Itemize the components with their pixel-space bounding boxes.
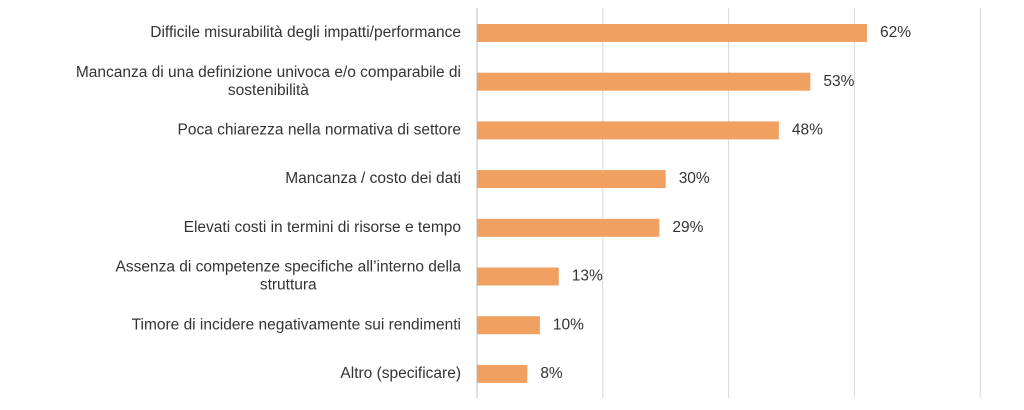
category-label: Timore di incidere negativamente sui ren… bbox=[132, 316, 461, 333]
bar bbox=[477, 72, 811, 91]
bar bbox=[477, 121, 779, 140]
category-label: Mancanza / costo dei dati bbox=[285, 170, 461, 187]
bar bbox=[477, 316, 540, 335]
data-label: 48% bbox=[792, 121, 823, 138]
value-labels: 62% 53% 48% 30% 29% 13% 10% 8% bbox=[540, 24, 911, 382]
gridlines bbox=[476, 8, 981, 398]
bar bbox=[477, 364, 528, 383]
data-label: 62% bbox=[880, 24, 911, 41]
category-labels: Difficile misurabilità degli impatti/per… bbox=[76, 24, 462, 382]
data-label: 10% bbox=[553, 316, 584, 333]
data-label: 8% bbox=[540, 365, 563, 382]
category-label: Difficile misurabilità degli impatti/per… bbox=[150, 24, 461, 41]
category-label: Assenza di competenze specifiche all’int… bbox=[115, 259, 461, 294]
bar bbox=[477, 218, 660, 237]
data-label: 53% bbox=[823, 73, 854, 90]
data-label: 30% bbox=[679, 170, 710, 187]
category-label: Mancanza di una definizione univoca e/o … bbox=[76, 64, 461, 99]
bars bbox=[477, 24, 867, 383]
data-label: 13% bbox=[572, 268, 603, 285]
category-label: Poca chiarezza nella normativa di settor… bbox=[178, 121, 461, 138]
bar bbox=[477, 267, 559, 286]
category-label: Elevati costi in termini di risorse e te… bbox=[184, 219, 461, 236]
bar bbox=[477, 170, 666, 189]
data-label: 29% bbox=[672, 219, 703, 236]
bar bbox=[477, 24, 867, 42]
category-label: Altro (specificare) bbox=[340, 365, 461, 382]
